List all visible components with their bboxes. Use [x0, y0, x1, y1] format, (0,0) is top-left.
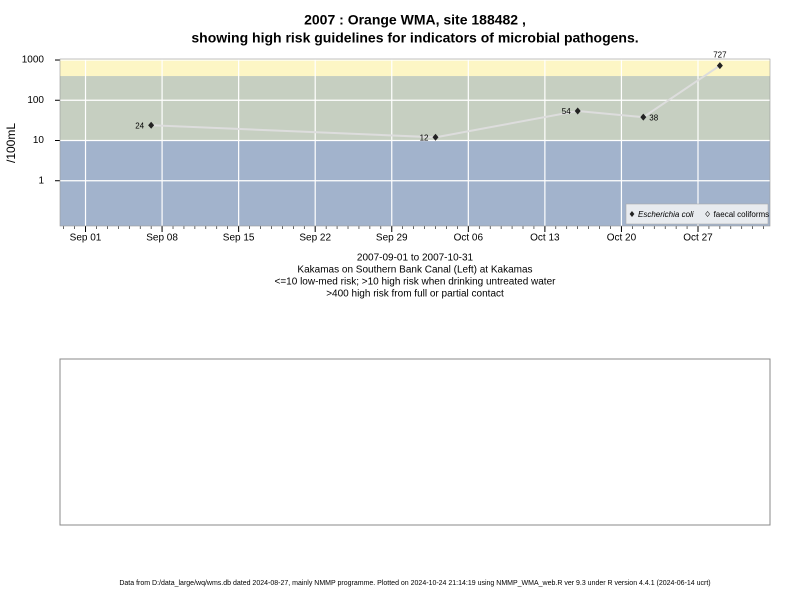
x-tick-label: Sep 29 — [376, 233, 408, 244]
chart-title: 2007 : Orange WMA, site 188482 , — [304, 12, 526, 28]
x-tick-label: Sep 08 — [146, 233, 178, 244]
data-point — [716, 62, 723, 70]
x-tick-label: Oct 27 — [683, 233, 713, 244]
data-label: 24 — [135, 121, 144, 130]
x-tick-label: Oct 06 — [454, 233, 484, 244]
risk-band — [60, 59, 770, 77]
data-point — [148, 121, 155, 129]
y-axis-label: /100mL — [4, 123, 18, 163]
y-tick-label: 1 — [38, 175, 44, 186]
chart-note: 2007-09-01 to 2007-10-31 — [357, 253, 474, 264]
y-tick-label: 1000 — [22, 55, 45, 66]
legend-label: faecal coliforms — [714, 210, 770, 219]
x-tick-label: Oct 13 — [530, 233, 560, 244]
legend-label: Escherichia coli — [638, 210, 694, 219]
empty-panel — [59, 358, 771, 526]
data-label: 727 — [713, 51, 727, 60]
x-tick-label: Sep 15 — [223, 233, 255, 244]
data-label: 12 — [420, 133, 429, 142]
legend-box — [625, 203, 769, 225]
plot-frame — [59, 58, 771, 227]
chart-note: Kakamas on Southern Bank Canal (Left) at… — [297, 265, 532, 276]
y-tick-label: 100 — [27, 95, 44, 106]
data-point — [432, 133, 439, 141]
legend-marker — [629, 211, 635, 217]
data-label: 38 — [649, 113, 658, 122]
x-tick-label: Oct 20 — [607, 233, 637, 244]
x-tick-label: Sep 01 — [70, 233, 102, 244]
data-point — [640, 113, 647, 121]
legend-marker — [705, 211, 710, 217]
data-label: 54 — [562, 107, 571, 116]
x-tick-label: Sep 22 — [299, 233, 331, 244]
footer: Data from D:/data_large/wq/wms.db dated … — [119, 580, 710, 587]
chart-note: <=10 low-med risk; >10 high risk when dr… — [275, 277, 557, 288]
data-point — [574, 107, 581, 115]
y-tick-label: 10 — [33, 135, 45, 146]
risk-band — [60, 76, 770, 141]
chart-note: >400 high risk from full or partial cont… — [326, 289, 504, 300]
chart-subtitle: showing high risk guidelines for indicat… — [191, 30, 638, 46]
